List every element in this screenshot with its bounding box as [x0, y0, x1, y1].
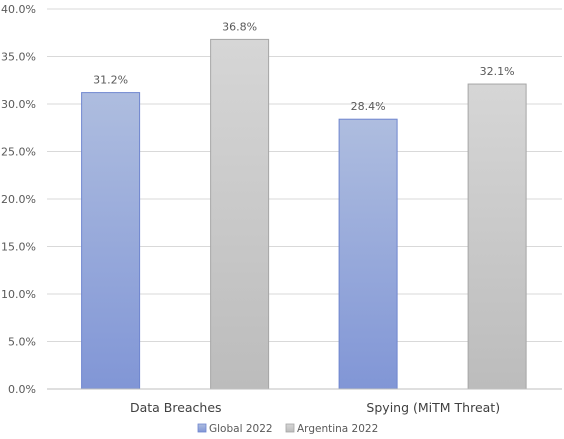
x-category-label: Data Breaches — [130, 400, 222, 415]
y-tick-label: 40.0% — [1, 3, 36, 16]
bar-global-2022 — [338, 118, 398, 390]
x-category-label: Spying (MiTM Threat) — [366, 400, 500, 415]
y-tick-label: 0.0% — [8, 383, 36, 396]
legend-swatch — [197, 423, 207, 433]
y-tick-label: 20.0% — [1, 193, 36, 206]
legend: Global 2022 Argentina 2022 — [197, 423, 378, 435]
y-tick-label: 35.0% — [1, 51, 36, 64]
data-label: 31.2% — [93, 74, 128, 87]
bar-argentina-2022 — [210, 38, 270, 390]
y-axis-tick-labels: 0.0% 5.0% 10.0% 15.0% 20.0% 25.0% 30.0% 35.0% 40… — [1, 3, 36, 396]
data-label: 36.8% — [222, 20, 257, 33]
data-labels: 31.2% 28.4% 36.8% 32.1% — [93, 20, 514, 113]
legend-label: Argentina 2022 — [297, 423, 378, 435]
bar-global-2022 — [81, 92, 141, 390]
y-tick-label: 5.0% — [8, 336, 36, 349]
x-axis-category-labels: Data Breaches Spying (MiTM Threat) — [130, 400, 500, 415]
y-tick-label: 15.0% — [1, 241, 36, 254]
legend-label: Global 2022 — [209, 423, 273, 435]
data-label: 32.1% — [480, 65, 515, 78]
y-tick-label: 30.0% — [1, 98, 36, 111]
y-tick-label: 10.0% — [1, 288, 36, 301]
legend-swatch — [285, 423, 295, 433]
bar-argentina-2022 — [467, 83, 527, 390]
data-label: 28.4% — [351, 100, 386, 113]
bars — [81, 38, 527, 390]
y-tick-label: 25.0% — [1, 146, 36, 159]
